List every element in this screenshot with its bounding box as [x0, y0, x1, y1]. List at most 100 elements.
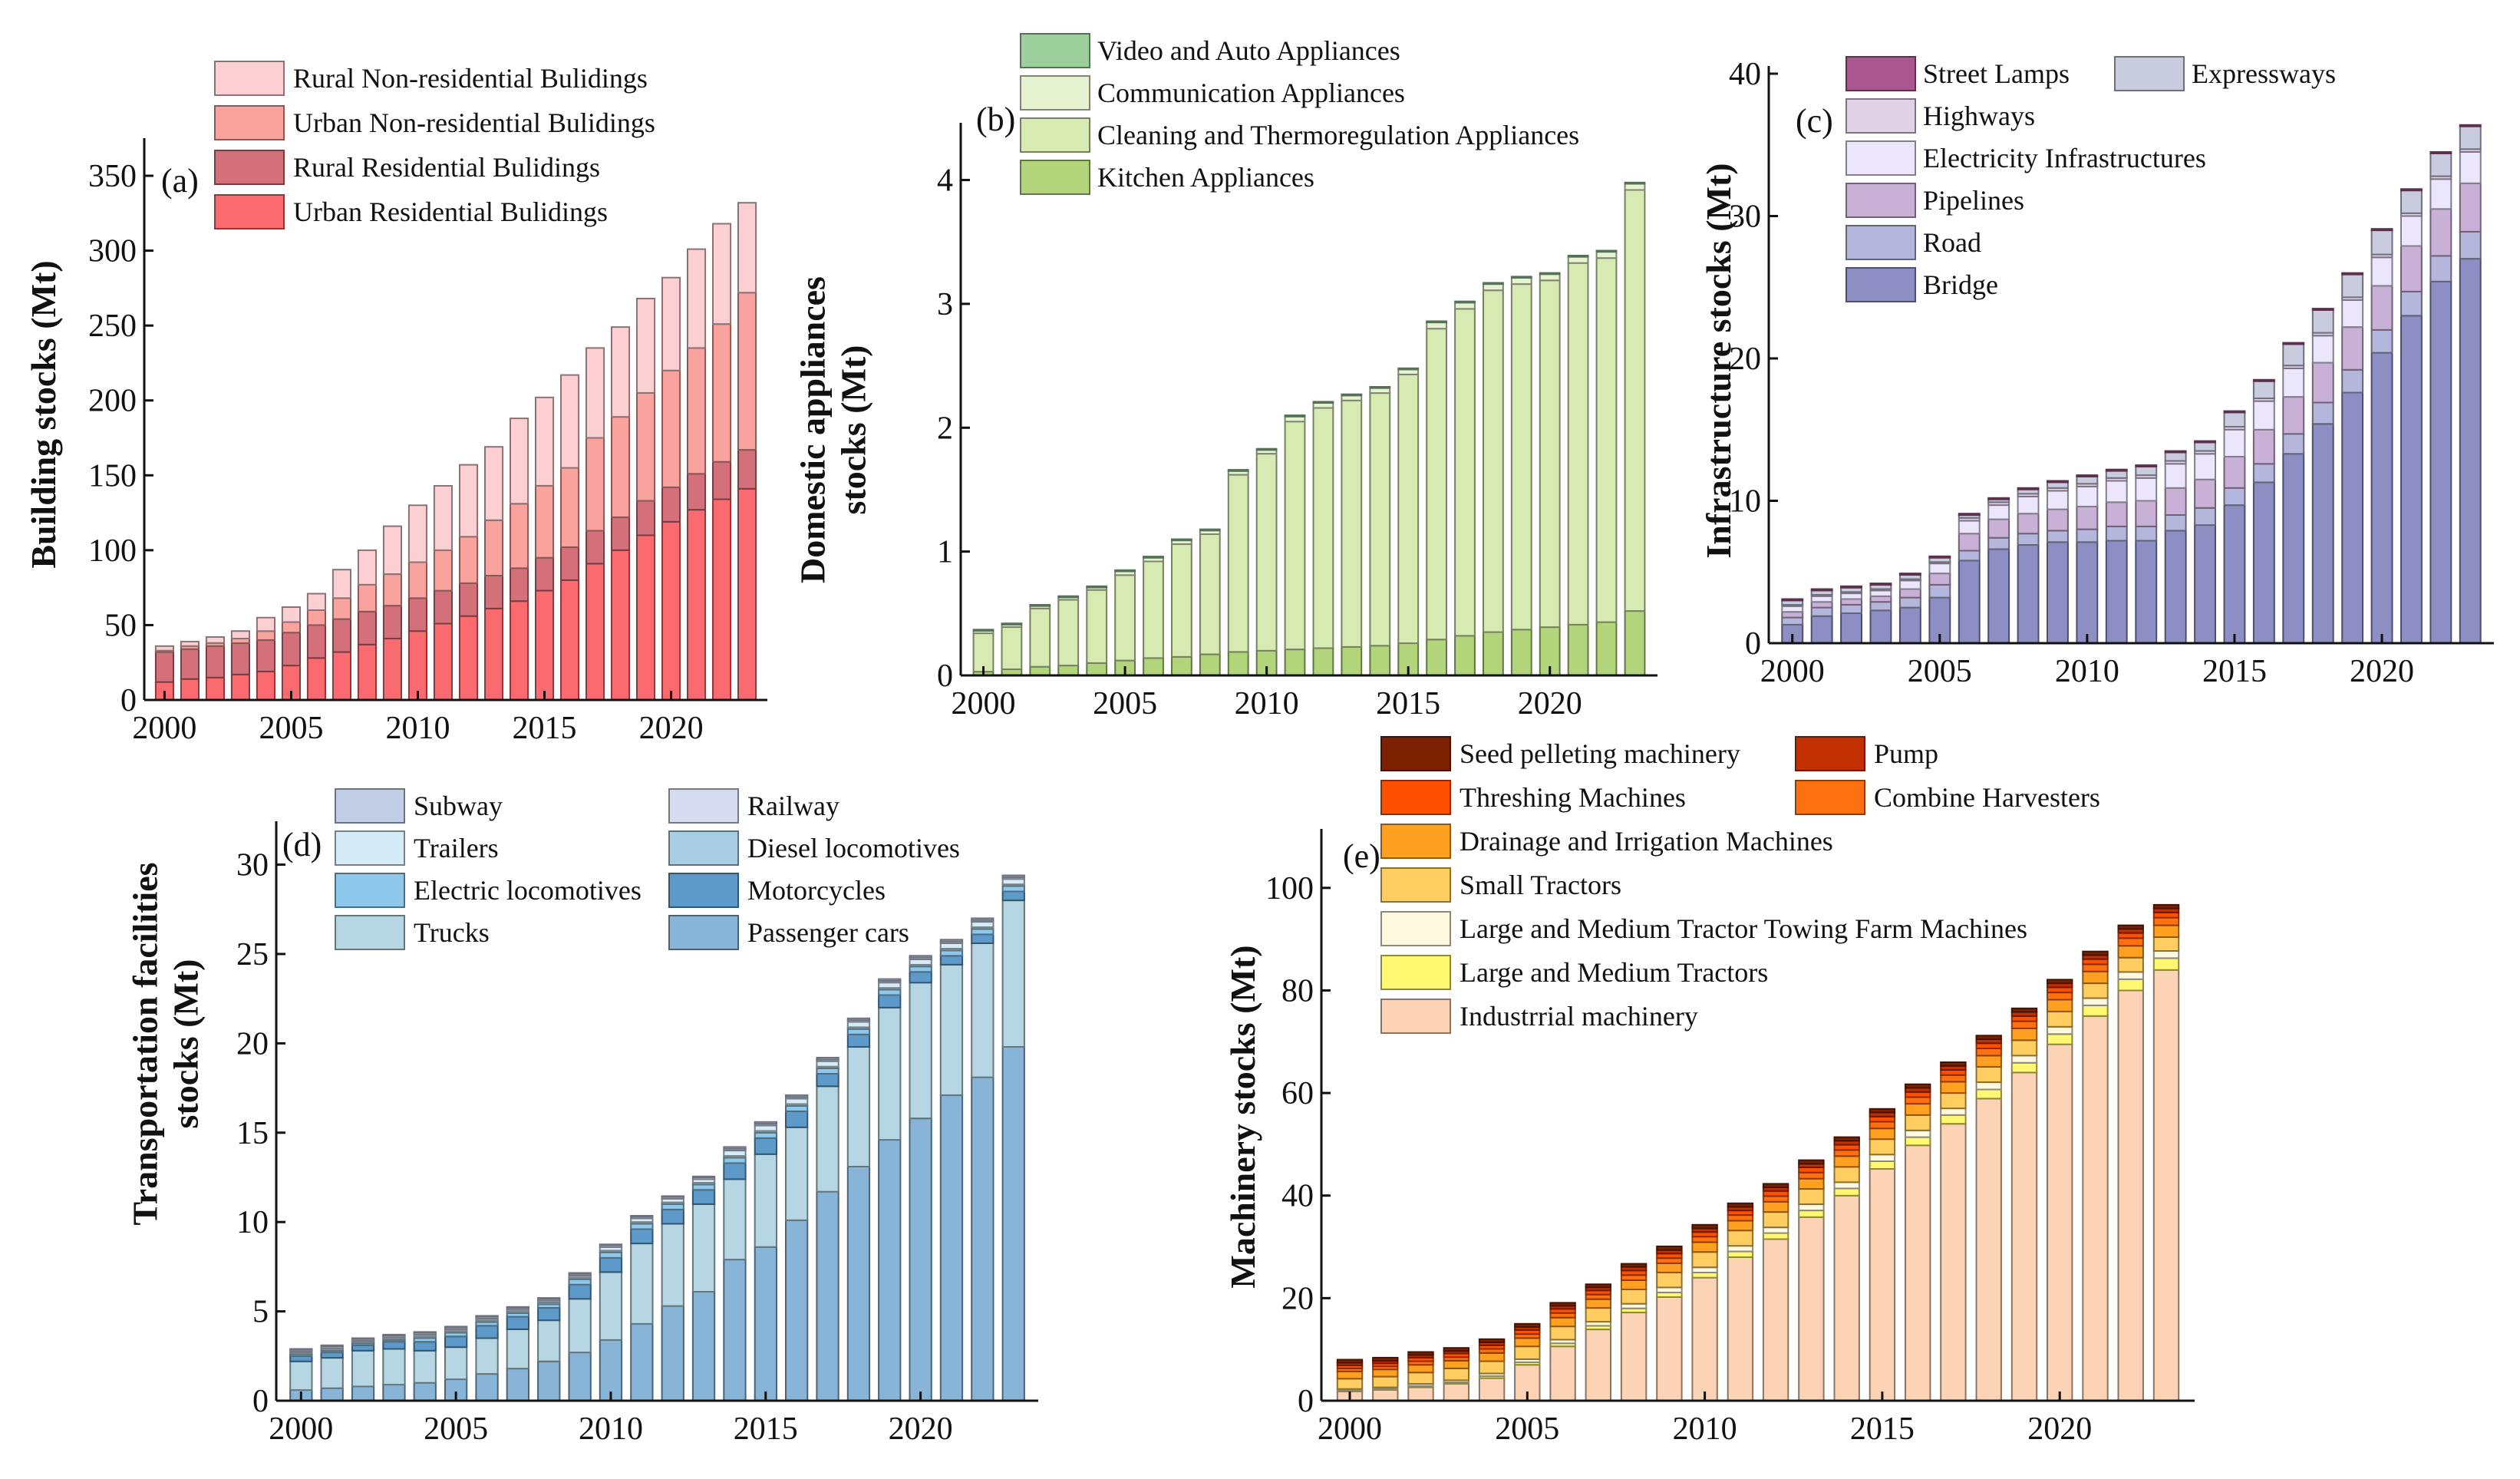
bar-d-2014-s3 — [723, 1157, 747, 1164]
bar-b-2008-s0 — [1199, 653, 1221, 676]
bar-a-2020-s1 — [661, 486, 681, 523]
bar-c-2014-s5 — [2194, 441, 2217, 452]
bar-e-2018-s6 — [1975, 1042, 2002, 1050]
bar-e-2007-s8 — [1585, 1283, 1612, 1289]
bar-e-2009-s8 — [1656, 1245, 1683, 1251]
bar-d-2012-s0 — [661, 1305, 684, 1401]
legend-item-d-s5: Trailers — [335, 830, 499, 866]
bar-b-2020-s1 — [1539, 279, 1561, 629]
bar-a-2007-s1 — [331, 618, 351, 653]
bar-e-2013-s5 — [1798, 1171, 1825, 1180]
bar-a-2015-s0 — [535, 589, 555, 701]
bar-e-2016-s4 — [1905, 1103, 1931, 1116]
bar-c-2012-s1 — [2135, 525, 2158, 542]
bar-e-2015-s6 — [1869, 1115, 1896, 1123]
bar-b-2004-s3 — [1086, 585, 1108, 589]
bar-d-2013-s2 — [691, 1189, 716, 1205]
bar-e-2005-s4 — [1514, 1337, 1541, 1348]
bar-d-2021-s2 — [939, 955, 964, 966]
x-tick-label-e: 2020 — [2027, 1411, 2092, 1447]
bar-a-2006-s3 — [306, 593, 326, 611]
bar-e-2008-s3 — [1620, 1289, 1648, 1305]
bar-c-2021-s5 — [2400, 190, 2423, 214]
bar-e-2018-s5 — [1975, 1048, 2002, 1057]
bar-e-2011-s1 — [1727, 1250, 1754, 1258]
y-tick-label-c: 30 — [1729, 200, 1761, 235]
bar-e-2012-s5 — [1762, 1195, 1789, 1203]
bar-a-2009-s3 — [382, 525, 402, 575]
legend-item-d-s1: Trucks — [335, 915, 490, 950]
legend-item-e-s1: Large and Medium Tractors — [1380, 955, 1768, 990]
bar-b-2006-s1 — [1143, 560, 1164, 659]
bar-b-2018-s0 — [1483, 631, 1504, 676]
bar-b-2004-s0 — [1086, 662, 1108, 677]
bar-a-2008-s2 — [357, 583, 377, 612]
bar-d-2023-s5 — [1001, 878, 1025, 886]
bar-a-2002-s3 — [205, 636, 225, 644]
bar-d-2022-s2 — [971, 933, 994, 945]
legend-item-c-s3: Electricity Infrastructures — [1845, 140, 2206, 176]
bar-e-2002-s0 — [1407, 1386, 1434, 1401]
panel-label-a: (a) — [161, 162, 199, 200]
bar-b-2012-s3 — [1312, 401, 1334, 404]
bar-b-2011-s0 — [1284, 649, 1306, 676]
bar-e-2018-s2 — [1975, 1081, 2002, 1091]
bar-d-2007-s1 — [506, 1328, 530, 1370]
x-tick-label-a: 2005 — [259, 711, 323, 746]
bar-c-2015-s1 — [2223, 487, 2246, 507]
bar-a-2004-s3 — [256, 616, 275, 632]
y-tick-label-b: 4 — [937, 163, 953, 199]
bar-b-2019-s0 — [1510, 629, 1532, 676]
bar-a-2023-s1 — [737, 449, 757, 490]
x-tick-label-d: 2005 — [424, 1411, 488, 1447]
bar-e-2013-s8 — [1798, 1159, 1825, 1165]
bar-e-2018-s4 — [1975, 1055, 2002, 1068]
bar-c-2008-s2 — [2017, 513, 2040, 535]
bar-a-2011-s3 — [433, 485, 454, 551]
legend-label-d-s1: Trucks — [414, 917, 490, 948]
legend-swatch-e-s8 — [1380, 736, 1451, 771]
bar-d-2017-s5 — [816, 1060, 839, 1068]
bar-d-2011-s2 — [630, 1228, 654, 1245]
bar-e-2019-s3 — [2010, 1039, 2038, 1057]
bars-a — [154, 202, 757, 702]
bar-c-2006-s0 — [1958, 560, 1981, 645]
bar-c-2010-s0 — [2076, 541, 2099, 644]
bar-e-2003-s4 — [1443, 1359, 1469, 1369]
bar-e-2022-s1 — [2117, 978, 2144, 992]
bar-b-2016-s3 — [1426, 320, 1447, 324]
bar-e-2020-s4 — [2047, 999, 2073, 1012]
bar-e-2015-s0 — [1869, 1168, 1896, 1401]
panel-b: 0 1 2 3 4 2000 2005 2010 2015 2020 Domestic applia… — [793, 33, 1657, 721]
bar-e-2013-s6 — [1798, 1167, 1825, 1174]
bar-d-2018-s2 — [846, 1033, 871, 1048]
y-tick-label-a: 350 — [88, 159, 137, 194]
bar-c-2014-s2 — [2194, 478, 2217, 509]
legend-swatch-a-s0 — [214, 194, 285, 229]
y-axis-title-line1-d: Transportation facilities — [126, 862, 165, 1225]
legend-swatch-d-s3 — [335, 873, 405, 908]
bar-a-2019-s2 — [636, 392, 656, 502]
bar-e-2023-s6 — [2152, 911, 2180, 919]
legend-label-d-s6: Railway — [747, 791, 839, 821]
y-tick-label-e: 40 — [1281, 1179, 1314, 1214]
bar-e-2020-s3 — [2047, 1010, 2073, 1028]
bar-d-2010-s1 — [599, 1271, 623, 1341]
bar-d-2015-s0 — [754, 1246, 778, 1402]
legend-swatch-e-s6 — [1380, 780, 1451, 815]
bar-a-2012-s3 — [459, 464, 479, 538]
bar-d-2005-s1 — [444, 1346, 468, 1381]
bar-e-2023-s4 — [2152, 924, 2180, 938]
bar-c-2018-s5 — [2311, 309, 2334, 334]
panel-a: 0 50 100 150 200 250 300 350 2000 2005 2010 2015 202… — [24, 61, 767, 746]
bar-c-2019-s1 — [2341, 368, 2364, 394]
bar-c-2010-s6 — [2076, 474, 2099, 477]
bar-c-2006-s2 — [1958, 533, 1981, 552]
legend-item-c-s2: Pipelines — [1845, 183, 2024, 218]
bar-b-2013-s1 — [1341, 399, 1363, 648]
bar-b-2019-s2 — [1510, 277, 1532, 286]
bar-b-2017-s2 — [1454, 302, 1476, 310]
bar-c-2006-s3 — [1958, 520, 1981, 535]
bar-d-2004-s2 — [413, 1341, 437, 1352]
bars-c — [1781, 124, 2482, 645]
